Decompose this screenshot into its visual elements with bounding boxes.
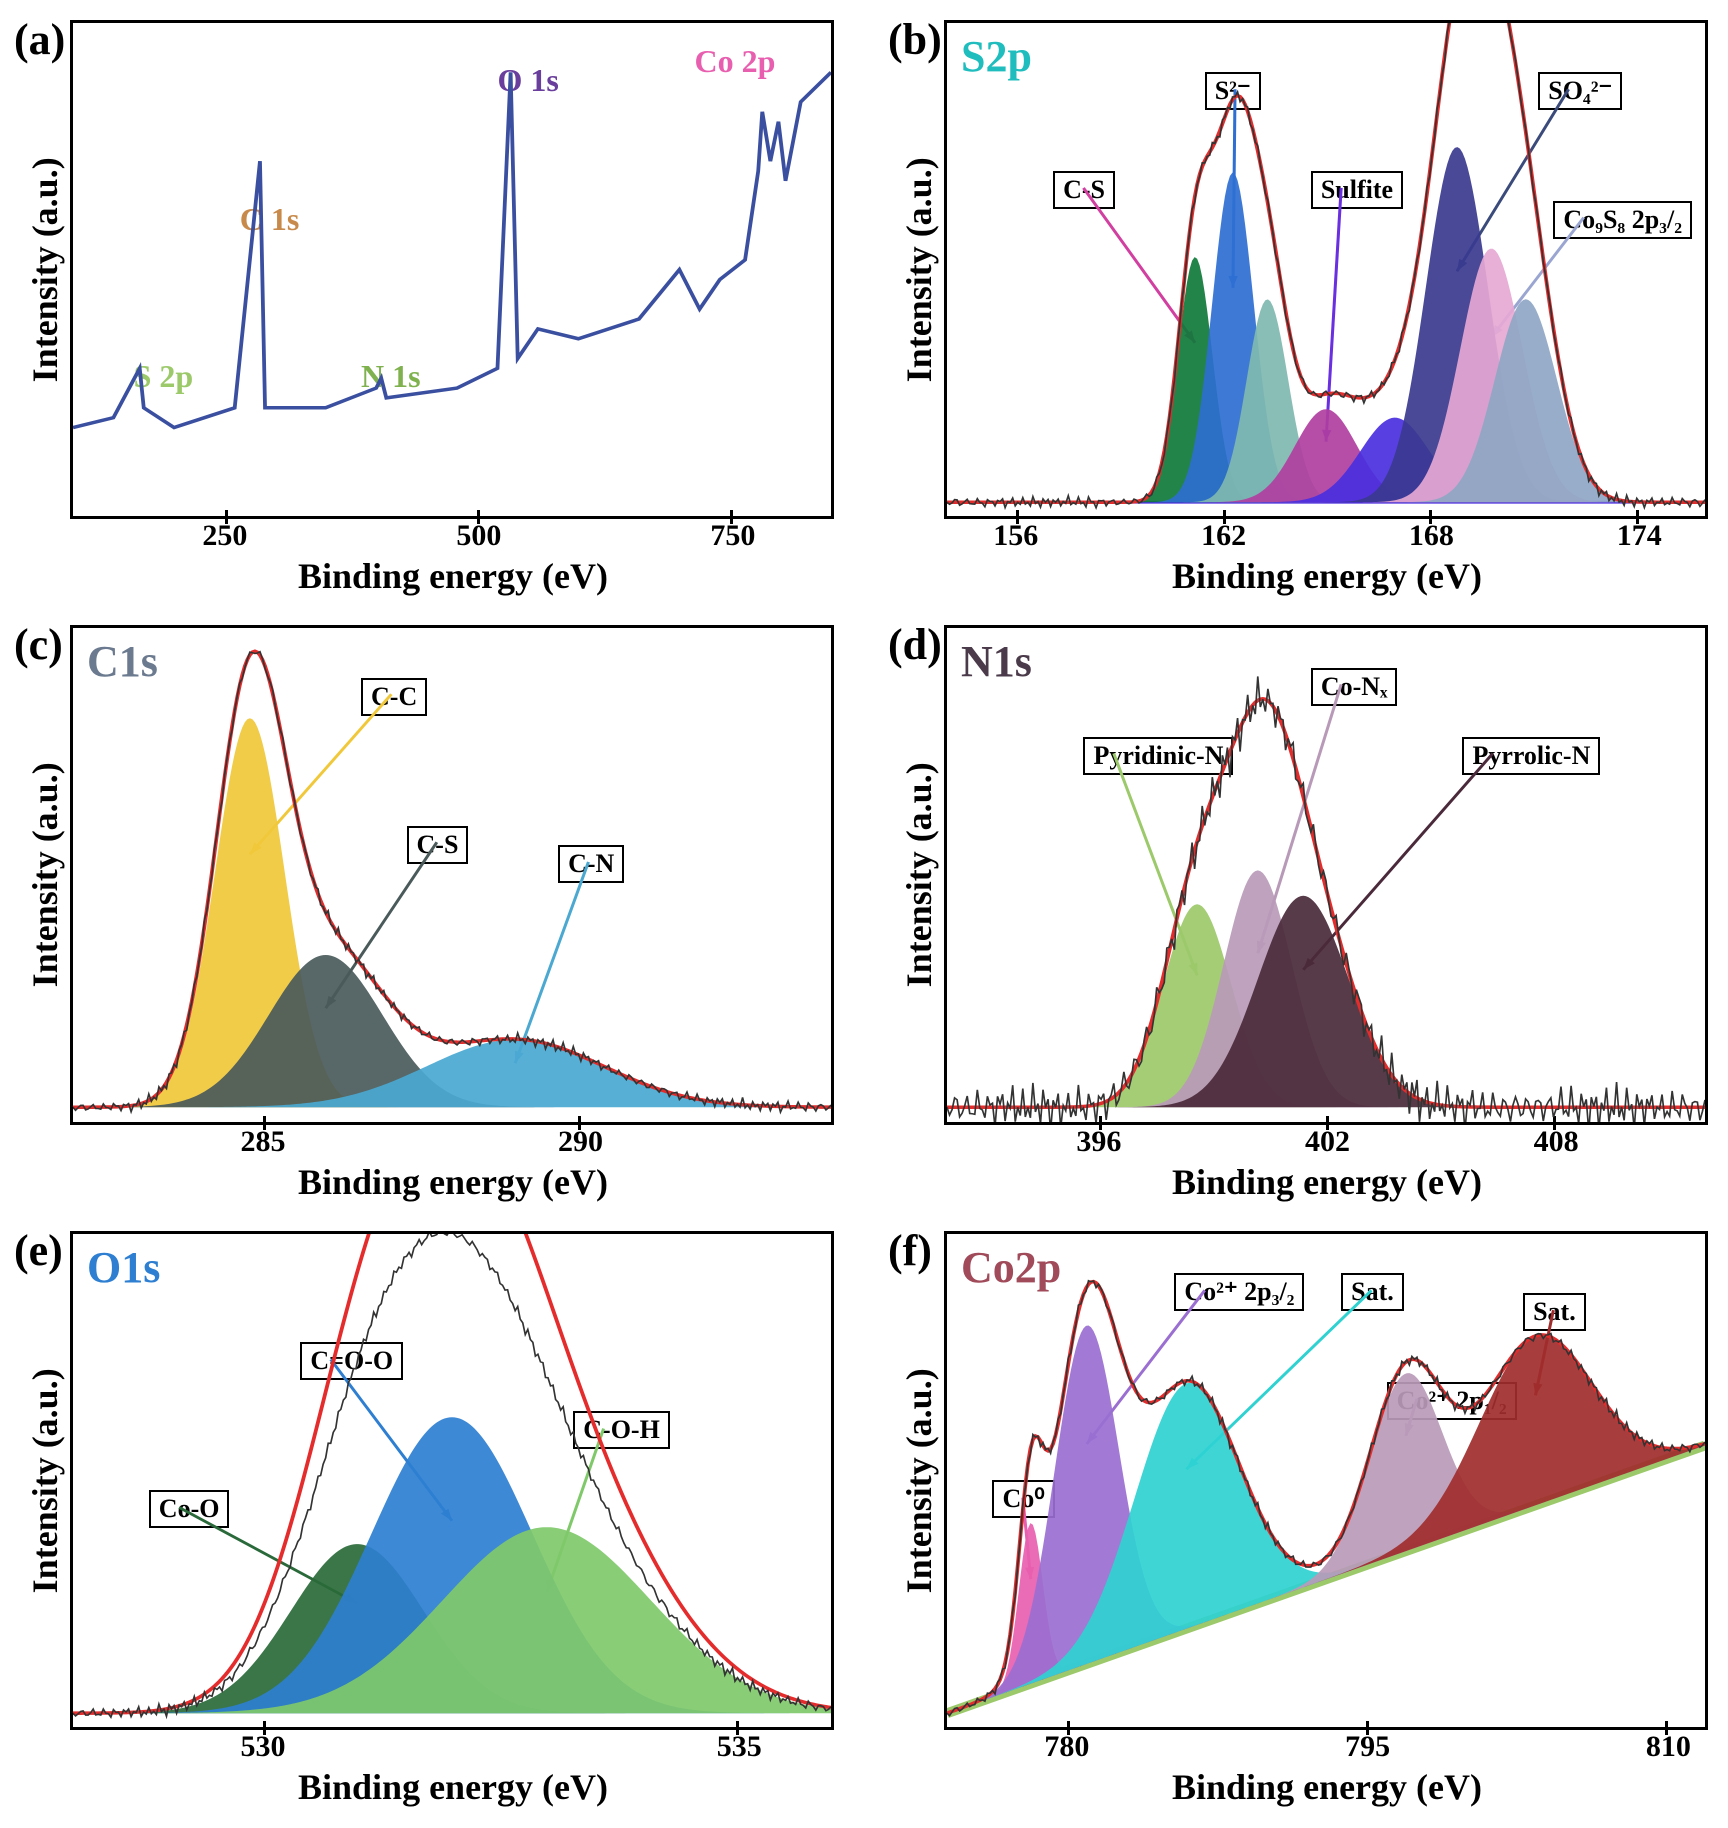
xlabel: Binding energy (eV)	[72, 1766, 834, 1808]
ylabel: Intensity (a.u.)	[20, 20, 70, 519]
plot-area-e: O1sCo-OC=O-OC-O-H	[70, 1231, 834, 1730]
xtick-label: 396	[1076, 1125, 1121, 1159]
panel-label-b: (b)	[888, 14, 942, 65]
xlabel: Binding energy (eV)	[946, 1766, 1708, 1808]
plot-svg-b	[947, 23, 1705, 516]
plot-area-a: S 2pC 1sN 1sO 1sCo 2p	[70, 20, 834, 519]
xlabel: Binding energy (eV)	[946, 1161, 1708, 1203]
ylabel: Intensity (a.u.)	[894, 625, 944, 1124]
xtick-label: 750	[710, 519, 755, 553]
plot-area-c: C1sC-CC-SC-N	[70, 625, 834, 1124]
xtick-label: 530	[241, 1730, 286, 1764]
ylabel: Intensity (a.u.)	[894, 20, 944, 519]
panel-d: (d)Intensity (a.u.)N1sPyridinic-NCo-NₓPy…	[894, 625, 1708, 1202]
xtick-label: 162	[1201, 519, 1246, 553]
plot-area-f: Co2pCo⁰Co²⁺ 2p₃/₂Sat.Co²⁺ 2p₁/₂Sat.	[944, 1231, 1708, 1730]
plot-svg-c	[73, 628, 831, 1121]
panel-label-c: (c)	[14, 619, 63, 670]
panel-label-d: (d)	[888, 619, 942, 670]
xtick-label: 500	[456, 519, 501, 553]
xtick-label: 168	[1409, 519, 1454, 553]
xtick-label: 795	[1345, 1730, 1390, 1764]
xlabel: Binding energy (eV)	[946, 555, 1708, 597]
panel-e: (e)Intensity (a.u.)O1sCo-OC=O-OC-O-H5305…	[20, 1231, 834, 1808]
plot-area-d: N1sPyridinic-NCo-NₓPyrrolic-N	[944, 625, 1708, 1124]
xtick-label: 290	[558, 1125, 603, 1159]
ylabel: Intensity (a.u.)	[20, 625, 70, 1124]
xtick-label: 250	[202, 519, 247, 553]
xtick-label: 402	[1305, 1125, 1350, 1159]
plot-svg-f	[947, 1234, 1705, 1727]
panel-label-f: (f)	[888, 1225, 932, 1276]
panel-b: (b)Intensity (a.u.)S2pC-SS²⁻SulfiteSO₄²⁻…	[894, 20, 1708, 597]
panel-label-e: (e)	[14, 1225, 63, 1276]
xlabel: Binding energy (eV)	[72, 555, 834, 597]
xtick-label: 156	[993, 519, 1038, 553]
plot-area-b: S2pC-SS²⁻SulfiteSO₄²⁻Co₉S₈ 2p₃/₂	[944, 20, 1708, 519]
peak-fill	[73, 719, 831, 1108]
xtick-label: 780	[1044, 1730, 1089, 1764]
ylabel: Intensity (a.u.)	[894, 1231, 944, 1730]
plot-svg-e	[73, 1234, 831, 1727]
figure-grid: (a)Intensity (a.u.)S 2pC 1sN 1sO 1sCo 2p…	[20, 20, 1708, 1808]
panel-c: (c)Intensity (a.u.)C1sC-CC-SC-N285290Bin…	[20, 625, 834, 1202]
plot-svg-a	[73, 23, 831, 516]
xlabel: Binding energy (eV)	[72, 1161, 834, 1203]
panel-f: (f)Intensity (a.u.)Co2pCo⁰Co²⁺ 2p₃/₂Sat.…	[894, 1231, 1708, 1808]
xtick-label: 285	[241, 1125, 286, 1159]
xtick-label: 174	[1617, 519, 1662, 553]
panel-label-a: (a)	[14, 14, 65, 65]
panel-a: (a)Intensity (a.u.)S 2pC 1sN 1sO 1sCo 2p…	[20, 20, 834, 597]
xtick-label: 535	[717, 1730, 762, 1764]
ylabel: Intensity (a.u.)	[20, 1231, 70, 1730]
survey-trace	[73, 72, 831, 427]
xtick-label: 810	[1646, 1730, 1691, 1764]
peak-fill	[947, 896, 1705, 1107]
plot-svg-d	[947, 628, 1705, 1121]
xtick-label: 408	[1534, 1125, 1579, 1159]
